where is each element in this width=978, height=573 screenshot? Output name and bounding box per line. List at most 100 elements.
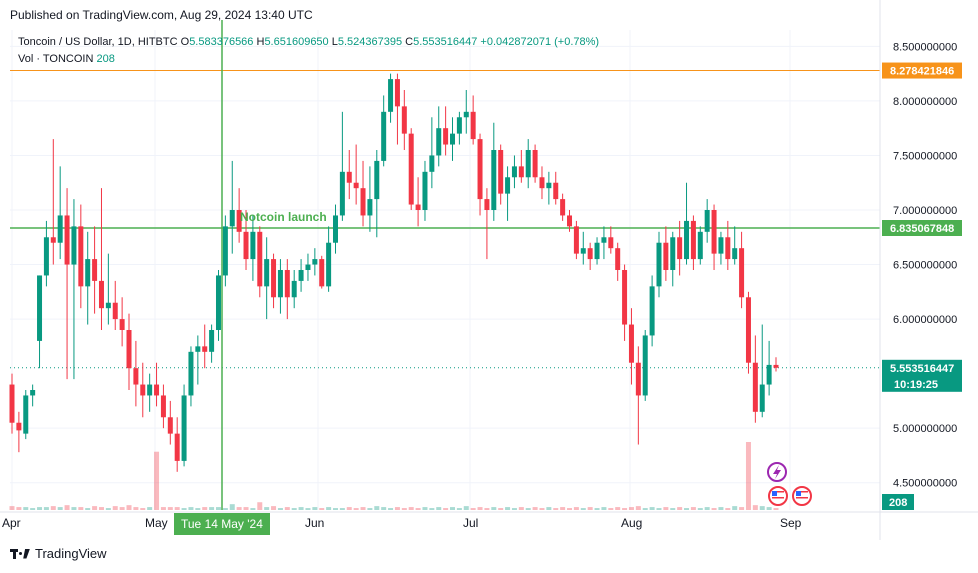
volume-bar <box>222 508 228 510</box>
candle-body <box>119 319 125 330</box>
candle-body <box>360 188 366 216</box>
volume-bar <box>271 506 277 510</box>
volume-bar <box>415 508 421 510</box>
candle-body <box>546 182 552 189</box>
candle-body <box>539 177 545 189</box>
candle-body <box>92 259 98 281</box>
volume-bar <box>202 507 208 510</box>
candle-body <box>202 346 208 352</box>
volume-bar <box>326 507 332 510</box>
volume-bar <box>167 507 173 510</box>
volume-bar <box>594 508 600 510</box>
volume-bar <box>119 507 125 510</box>
candle-body <box>346 171 352 183</box>
volume-bar <box>477 507 483 510</box>
candle-body <box>381 111 387 161</box>
volume-bar <box>367 508 373 510</box>
candle-body <box>16 422 22 431</box>
volume-bar <box>92 506 98 510</box>
volume-bar <box>443 508 449 510</box>
candle-body <box>560 199 566 216</box>
volume-bar <box>511 508 517 510</box>
candle-body <box>57 215 63 243</box>
volume-bar <box>752 505 758 510</box>
candle-body <box>133 368 139 385</box>
volume-bar <box>147 507 153 510</box>
us-flag-event-icon[interactable] <box>792 486 812 506</box>
volume-bar <box>739 507 745 510</box>
price-axis: 8.500000000 8.000000000 7.500000000 7.00000… <box>879 0 962 540</box>
candle-body <box>752 362 758 412</box>
volume-legend: Vol · TONCOIN 208 <box>18 53 115 65</box>
volume-bar <box>518 507 524 510</box>
volume-bar <box>277 508 283 510</box>
volume-bar <box>470 508 476 510</box>
candle-body <box>491 150 497 210</box>
candle-body <box>37 275 43 341</box>
candle-body <box>518 166 524 178</box>
candle-body <box>732 248 738 260</box>
candle-body <box>188 351 194 396</box>
candle-body <box>677 237 683 260</box>
volume-bar <box>112 506 118 510</box>
volume-bar <box>711 508 717 510</box>
y-tick-label: 7.500000000 <box>893 150 957 162</box>
flag-stripe <box>796 494 808 496</box>
volume-bar <box>505 507 511 510</box>
volume-bar <box>353 508 359 510</box>
candle-body <box>353 182 359 189</box>
candle-body <box>195 346 201 352</box>
candle-body <box>759 384 765 412</box>
candle-body <box>250 231 256 260</box>
candle-body <box>766 364 772 385</box>
candle-body <box>264 259 270 287</box>
volume-bar <box>257 502 263 510</box>
candle-body <box>456 117 462 134</box>
candle-body <box>298 270 304 281</box>
volume-bar <box>264 507 270 510</box>
candle-body <box>622 270 628 325</box>
volume-bar <box>209 507 215 510</box>
candle-body <box>429 155 435 172</box>
volume-bar <box>43 507 49 510</box>
event-markers[interactable] <box>767 462 812 506</box>
candle-body <box>642 335 648 396</box>
flag-stripe <box>772 497 784 499</box>
high-label: H <box>256 36 265 48</box>
volume-label: Vol · TONCOIN <box>18 53 94 65</box>
candle-body <box>326 242 332 287</box>
volume-bar <box>229 504 235 510</box>
us-flag-event-icon[interactable] <box>768 486 788 506</box>
volume-value: 208 <box>96 53 115 65</box>
candle-body <box>243 231 249 260</box>
volume-bar <box>250 508 256 510</box>
candle-body <box>167 417 173 434</box>
volume-bar <box>684 508 690 510</box>
candle-body <box>222 226 228 276</box>
time-axis: Apr May Jun Jul Aug Sep Tue 14 May '24 <box>0 511 978 535</box>
candle-body <box>470 111 476 140</box>
volume-bar <box>37 507 43 510</box>
candle-body <box>332 215 338 243</box>
volume-bar <box>587 507 593 510</box>
flag-stripe <box>772 500 784 502</box>
volume-bar <box>319 508 325 510</box>
candle-body <box>567 215 573 227</box>
candle-body <box>105 302 111 309</box>
volume-bar <box>436 507 442 510</box>
volume-bar <box>312 507 318 510</box>
candle-body <box>718 237 724 254</box>
candle-body <box>71 226 77 265</box>
volume-bar <box>601 507 607 510</box>
volume-bar <box>236 507 242 510</box>
volume-bar <box>498 508 504 510</box>
candle-body <box>64 215 70 265</box>
volume-bar <box>732 506 738 510</box>
lightning-event-icon[interactable] <box>767 462 787 482</box>
volume-bar <box>491 507 497 510</box>
candle-body <box>229 210 235 227</box>
x-tick-label: Apr <box>2 516 21 530</box>
candle-body <box>745 297 751 363</box>
candle-body <box>594 242 600 260</box>
